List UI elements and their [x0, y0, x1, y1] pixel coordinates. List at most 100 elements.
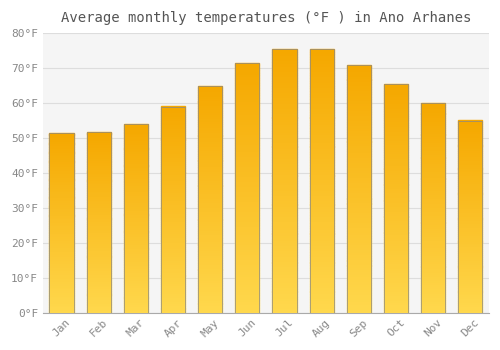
Bar — [50, 151, 74, 153]
Bar — [124, 218, 148, 220]
Bar — [384, 237, 408, 239]
Bar — [384, 301, 408, 303]
Bar — [272, 215, 296, 218]
Bar — [86, 159, 111, 161]
Bar — [236, 115, 260, 118]
Bar — [421, 294, 445, 296]
Bar — [198, 183, 222, 186]
Bar — [421, 141, 445, 143]
Bar — [458, 257, 482, 259]
Bar — [384, 205, 408, 208]
Bar — [86, 258, 111, 260]
Bar — [86, 204, 111, 206]
Bar — [421, 185, 445, 187]
Bar — [50, 260, 74, 262]
Bar — [161, 139, 185, 142]
Bar — [50, 205, 74, 206]
Bar — [161, 282, 185, 284]
Bar — [50, 178, 74, 180]
Bar — [124, 148, 148, 150]
Bar — [124, 150, 148, 152]
Bar — [458, 147, 482, 149]
Bar — [421, 273, 445, 275]
Bar — [236, 265, 260, 268]
Bar — [86, 168, 111, 170]
Bar — [124, 294, 148, 296]
Bar — [458, 259, 482, 261]
Bar — [236, 298, 260, 300]
Bar — [384, 248, 408, 251]
Bar — [124, 275, 148, 277]
Bar — [347, 166, 371, 169]
Bar — [124, 167, 148, 169]
Bar — [421, 233, 445, 235]
Bar — [347, 221, 371, 223]
Bar — [236, 110, 260, 113]
Bar — [50, 210, 74, 212]
Bar — [347, 75, 371, 77]
Bar — [458, 245, 482, 247]
Bar — [124, 152, 148, 154]
Bar — [50, 199, 74, 201]
Bar — [384, 159, 408, 162]
Bar — [161, 203, 185, 205]
Bar — [347, 203, 371, 206]
Bar — [272, 49, 296, 51]
Bar — [86, 271, 111, 273]
Bar — [124, 137, 148, 139]
Bar — [272, 207, 296, 210]
Bar — [236, 138, 260, 140]
Bar — [124, 166, 148, 167]
Bar — [161, 158, 185, 160]
Bar — [198, 133, 222, 135]
Bar — [50, 169, 74, 170]
Bar — [458, 303, 482, 305]
Bar — [50, 224, 74, 226]
Bar — [272, 67, 296, 70]
Bar — [161, 123, 185, 125]
Bar — [310, 54, 334, 57]
Bar — [347, 265, 371, 268]
Bar — [458, 209, 482, 211]
Bar — [347, 305, 371, 308]
Bar — [198, 122, 222, 124]
Bar — [86, 195, 111, 197]
Bar — [310, 247, 334, 249]
Bar — [161, 144, 185, 146]
Bar — [161, 129, 185, 131]
Bar — [161, 306, 185, 308]
Bar — [347, 84, 371, 87]
Bar — [50, 188, 74, 190]
Bar — [384, 113, 408, 116]
Bar — [384, 251, 408, 253]
Bar — [124, 226, 148, 228]
Bar — [50, 282, 74, 284]
Bar — [421, 170, 445, 172]
Bar — [236, 123, 260, 125]
Bar — [198, 288, 222, 290]
Bar — [272, 144, 296, 147]
Bar — [198, 156, 222, 158]
Bar — [272, 118, 296, 120]
Bar — [161, 178, 185, 181]
Bar — [347, 184, 371, 186]
Bar — [50, 217, 74, 219]
Bar — [272, 247, 296, 249]
Bar — [421, 287, 445, 289]
Bar — [161, 228, 185, 230]
Bar — [347, 196, 371, 198]
Bar — [124, 124, 148, 126]
Bar — [124, 252, 148, 254]
Bar — [347, 293, 371, 295]
Bar — [458, 243, 482, 245]
Bar — [236, 133, 260, 135]
Bar — [236, 285, 260, 288]
Bar — [458, 286, 482, 288]
Bar — [384, 162, 408, 164]
Bar — [421, 216, 445, 218]
Bar — [421, 227, 445, 229]
Bar — [384, 256, 408, 258]
Bar — [50, 300, 74, 302]
Bar — [86, 231, 111, 233]
Bar — [86, 293, 111, 295]
